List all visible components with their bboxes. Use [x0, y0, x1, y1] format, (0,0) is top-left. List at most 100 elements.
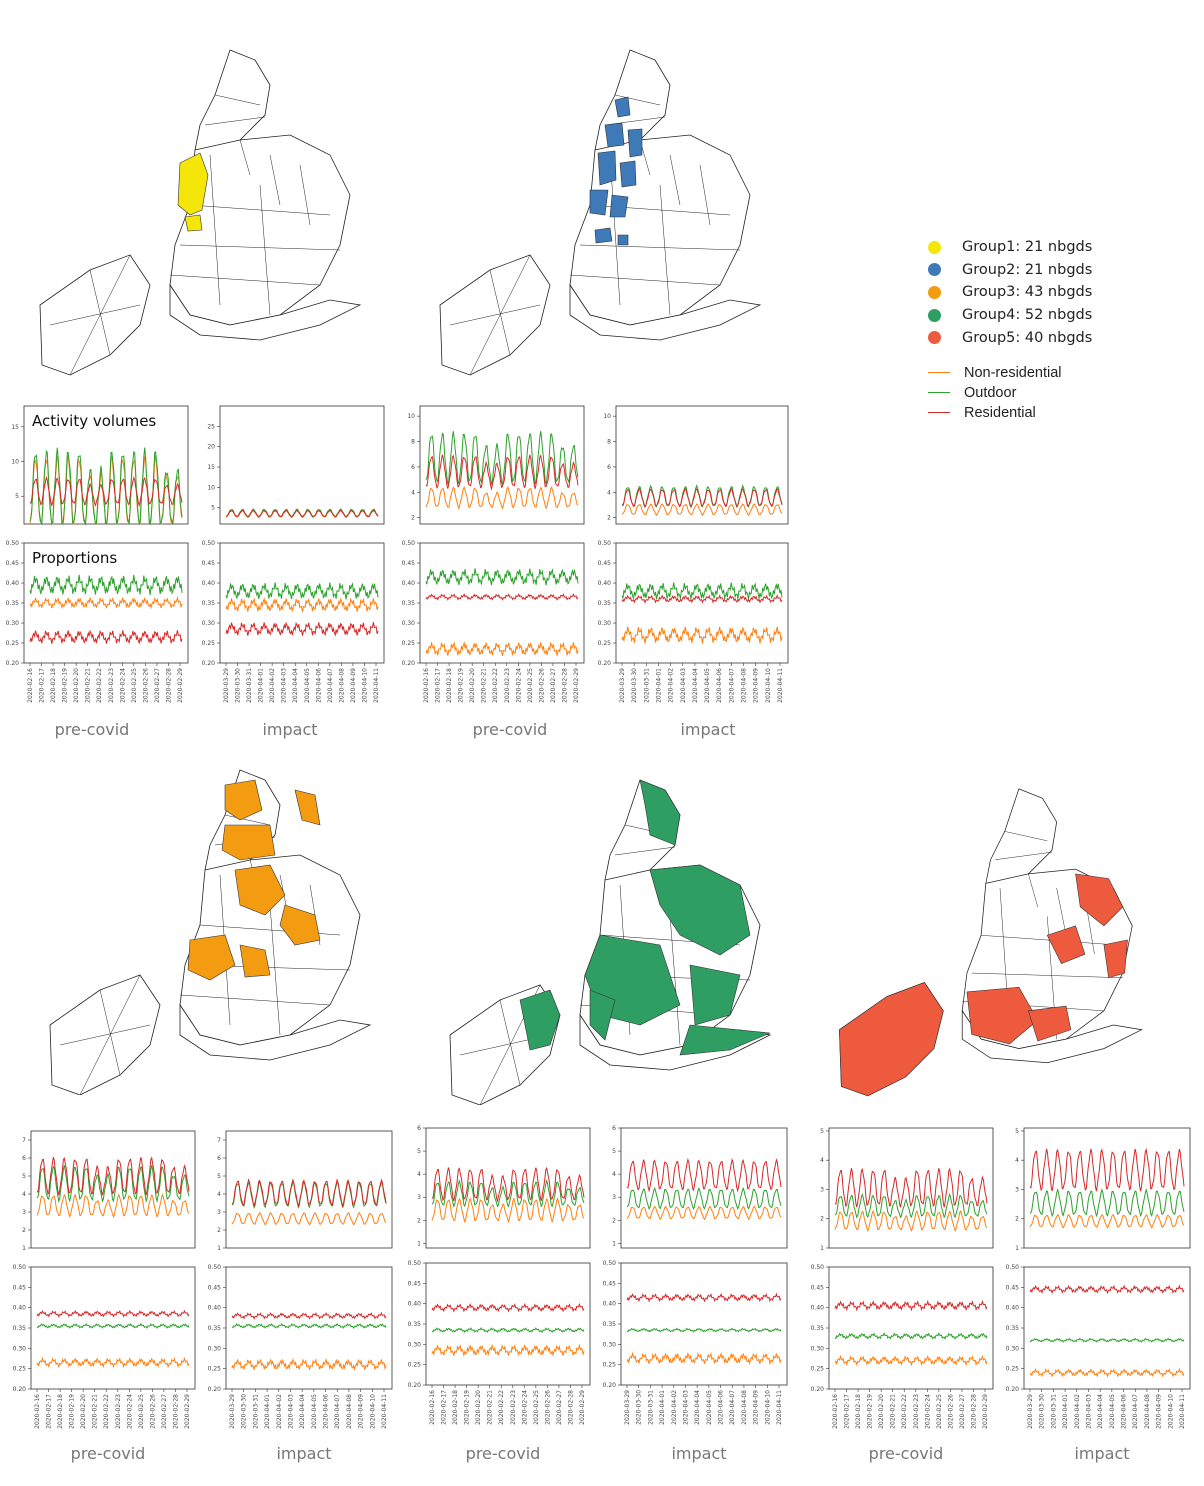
x-tick-label: 2020-02-28 [567, 1390, 574, 1425]
x-tick-label: 2020-02-26 [149, 1394, 156, 1429]
y-tick-label: 15 [11, 424, 19, 431]
plot-frame [425, 1127, 591, 1249]
group5-map [839, 788, 1143, 1097]
x-tick-label: 2020-04-02 [269, 668, 276, 703]
y-tick-label: 0.25 [408, 1362, 422, 1369]
x-tick-label: 2020-04-10 [361, 668, 368, 703]
y-tick-label: 3 [22, 1209, 26, 1216]
legend-group4-label: Group4: 52 nbgds [962, 307, 1093, 324]
y-tick-label: 0.30 [598, 620, 612, 627]
y-tick-label: 6 [217, 1155, 221, 1162]
legend-group1: Group1: 21 nbgds [928, 236, 1092, 259]
x-tick-label: 2020-02-22 [96, 668, 103, 703]
y-tick-label: 0.40 [603, 1301, 617, 1308]
group1-map [39, 49, 362, 376]
x-tick-label: 2020-04-09 [753, 668, 760, 703]
y-tick-label: 4 [820, 1157, 824, 1164]
y-tick-label: 5 [417, 1148, 421, 1155]
y-tick-label: 0.45 [6, 560, 20, 567]
x-tick-label: 2020-02-19 [867, 1394, 874, 1429]
chart-group4-impact-proportion: 0.20 0.25 0.30 0.35 0.40 0.45 0.50 2020-03-29 20… [603, 1260, 788, 1425]
chart-group5-impact-proportion: 0.20 0.25 0.30 0.35 0.40 0.45 0.50 2020-03-29 20… [1006, 1264, 1191, 1429]
plot-frame [225, 1266, 393, 1390]
x-tick-label: 2020-02-21 [85, 668, 92, 703]
y-tick-label: 4 [217, 1191, 221, 1198]
y-tick-label: 0.35 [402, 600, 416, 607]
group2-map [439, 49, 762, 376]
y-tick-label: 2 [411, 515, 415, 522]
y-tick-label: 3 [612, 1194, 616, 1201]
y-tick-label: 0.20 [408, 1382, 422, 1389]
series-line-outdoor [626, 1186, 782, 1211]
series-line-non-residential [231, 1357, 387, 1372]
x-tick-label: 2020-02-24 [515, 668, 522, 703]
x-tick-label: 2020-02-19 [62, 668, 69, 703]
y-tick-label: 0.35 [598, 600, 612, 607]
x-tick-label: 2020-02-27 [556, 1390, 563, 1425]
x-tick-label: 2020-02-27 [161, 1394, 168, 1429]
y-tick-label: 20 [207, 444, 215, 451]
x-tick-label: 2020-02-26 [544, 1390, 551, 1425]
x-tick-label: 2020-04-10 [369, 1394, 376, 1429]
x-tick-label: 2020-02-29 [177, 668, 184, 703]
plot-frame [30, 1266, 196, 1390]
series-line-outdoor [425, 568, 579, 586]
x-tick-label: 2020-04-05 [706, 1390, 713, 1425]
chart-group3-pre-covid-volume: 1 2 3 4 5 6 7 [22, 1130, 196, 1253]
legend-group2: Group2: 21 nbgds [928, 259, 1092, 282]
y-tick-label: 2 [820, 1216, 824, 1223]
y-tick-label: 0.50 [598, 540, 612, 547]
y-tick-label: 0.30 [408, 1341, 422, 1348]
x-tick-label: 2020-03-30 [636, 1390, 643, 1425]
y-tick-label: 2 [22, 1227, 26, 1234]
x-tick-label: 2020-04-03 [1085, 1394, 1092, 1429]
x-tick-label: 2020-04-01 [264, 1394, 271, 1429]
y-tick-label: 0.25 [13, 1366, 27, 1373]
chart-group3-pre-covid-proportion: 0.20 0.25 0.30 0.35 0.40 0.45 0.50 2020-02-16 20… [13, 1264, 196, 1429]
y-tick-label: 0.35 [603, 1321, 617, 1328]
chart-group4-impact-volume: 1 2 3 4 5 6 [612, 1125, 788, 1253]
chart-group3-impact-proportion: 0.20 0.25 0.30 0.35 0.40 0.45 0.50 2020-03-29 20… [208, 1264, 393, 1429]
series-line-residential [29, 475, 183, 508]
series-line-outdoor [29, 574, 183, 596]
y-tick-label: 0.20 [208, 1386, 222, 1393]
x-tick-label: 2020-04-05 [704, 668, 711, 703]
series-line-residential [1029, 1147, 1185, 1192]
x-tick-label: 2020-02-28 [172, 1394, 179, 1429]
y-tick-label: 0.35 [208, 1325, 222, 1332]
y-tick-label: 4 [612, 1171, 616, 1178]
legend-group3-label: Group3: 43 nbgds [962, 284, 1093, 301]
series-line-residential [425, 454, 579, 491]
series-line-residential [36, 1156, 190, 1196]
x-tick-label: 2020-02-16 [423, 668, 430, 703]
x-tick-label: 2020-02-22 [901, 1394, 908, 1429]
series-line-residential [425, 593, 579, 601]
y-tick-label: 0.30 [202, 620, 216, 627]
y-tick-label: 0.20 [402, 660, 416, 667]
x-tick-label: 2020-04-01 [655, 668, 662, 703]
y-tick-label: 0.25 [598, 640, 612, 647]
chart-group5-pre-covid-proportion: 0.20 0.25 0.30 0.35 0.40 0.45 0.50 2020-02-16 20… [811, 1264, 994, 1429]
y-tick-label: 0.20 [13, 1386, 27, 1393]
x-tick-label: 2020-02-23 [504, 668, 511, 703]
x-tick-label: 2020-04-08 [1144, 1394, 1151, 1429]
x-tick-label: 2020-02-20 [878, 1394, 885, 1429]
x-tick-label: 2020-02-23 [108, 668, 115, 703]
impact-caption-g3: impact [276, 1444, 332, 1463]
y-tick-label: 0.20 [6, 660, 20, 667]
plot-frame [219, 405, 385, 525]
y-tick-label: 2 [612, 1217, 616, 1224]
series-line-non-residential [29, 596, 183, 610]
group5-marker [928, 331, 941, 345]
x-tick-label: 2020-02-16 [27, 668, 34, 703]
series-line-outdoor [231, 1322, 387, 1329]
y-tick-label: 7 [217, 1137, 221, 1144]
legend-group5: Group5: 40 nbgds [928, 326, 1092, 349]
legend: Group1: 21 nbgds Group2: 21 nbgds Group3… [928, 236, 1092, 423]
x-tick-label: 2020-02-28 [561, 668, 568, 703]
y-tick-label: 5 [820, 1128, 824, 1135]
y-tick-label: 0.30 [1006, 1345, 1020, 1352]
y-tick-label: 8 [411, 439, 415, 446]
y-tick-label: 2 [417, 1217, 421, 1224]
x-tick-label: 2020-04-06 [1121, 1394, 1128, 1429]
